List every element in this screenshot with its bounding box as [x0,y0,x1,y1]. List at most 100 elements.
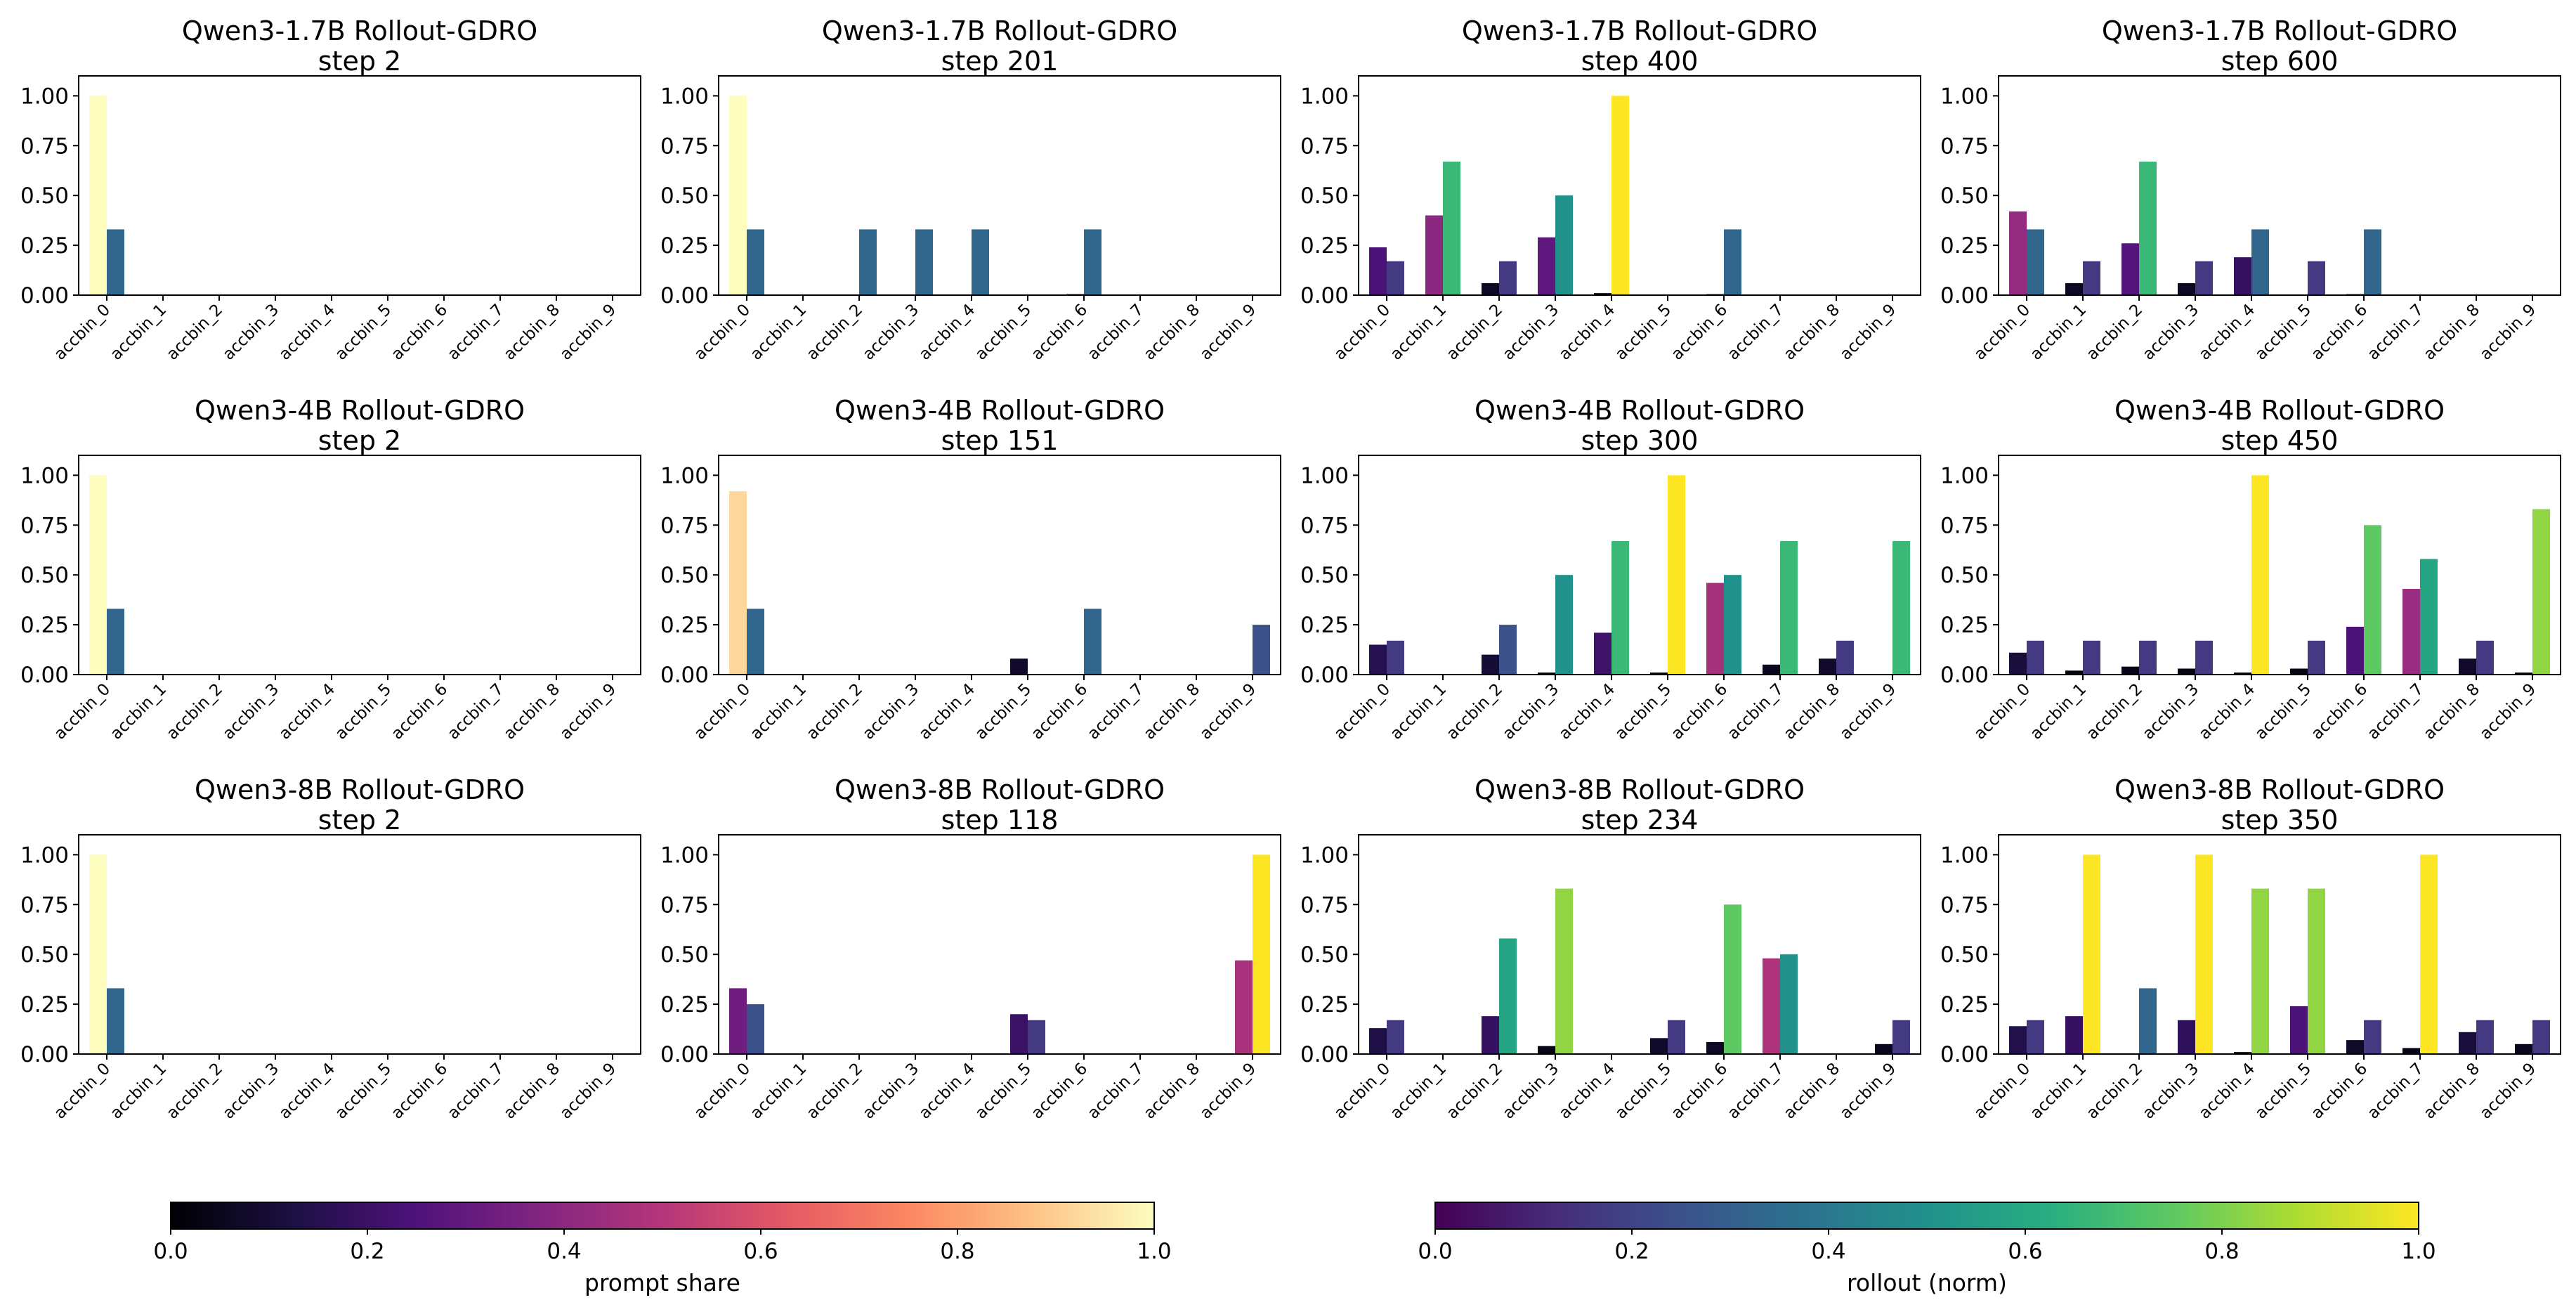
y-tick-label: 0.25 [1300,992,1349,1017]
bar-prompt-share-accbin_6 [1706,583,1724,675]
x-tick-label: accbin_3 [2139,680,2202,743]
bar-rollout-accbin_7 [2420,559,2438,675]
x-tick-label: accbin_1 [107,1060,170,1123]
y-tick-label: 0.25 [1940,613,1989,638]
x-tick-label: accbin_7 [2364,680,2427,743]
y-tick-label: 0.50 [20,183,69,209]
x-tick-label: accbin_3 [2139,301,2202,364]
bar-prompt-share-accbin_8 [2459,658,2476,675]
bar-prompt-share-accbin_0 [89,854,107,1054]
subplot-step: step 151 [941,425,1059,456]
x-tick-label: accbin_6 [1668,301,1731,364]
bar-rollout-accbin_0 [107,988,124,1054]
x-tick-label: accbin_8 [1780,301,1843,364]
bar-rollout-accbin_4 [1611,540,1629,675]
bar-prompt-share-accbin_3 [2178,1020,2195,1054]
x-tick-label: accbin_6 [2308,1060,2371,1123]
x-tick-label: accbin_7 [1084,680,1147,743]
axes-frame [1998,75,2561,296]
x-tick-label: accbin_3 [1499,301,1562,364]
subplot-step: step 350 [2221,805,2339,835]
axes-frame [718,834,1281,1055]
bar-prompt-share-accbin_0 [1369,247,1387,295]
colorbar-tick-label: 0.0 [153,1239,188,1264]
bar-rollout-accbin_0 [107,609,124,675]
x-tick-label: accbin_7 [2364,301,2427,364]
x-tick-label: accbin_3 [1499,1060,1562,1123]
bar-rollout-accbin_5 [2308,888,2325,1054]
y-tick-label: 0.75 [20,513,69,538]
axes-frame [78,834,641,1055]
y-tick-label: 1.00 [1940,84,1989,109]
x-tick-label: accbin_4 [275,301,339,364]
axes-frame [718,75,1281,296]
subplot-title: Qwen3-1.7B Rollout-GDRO [1462,15,1817,46]
bar-prompt-share-accbin_0 [89,96,107,295]
x-tick-label: accbin_4 [2195,680,2258,743]
bar-prompt-share-accbin_3 [2178,282,2195,295]
x-tick-label: accbin_6 [388,680,451,743]
x-tick-label: accbin_7 [2364,1060,2427,1123]
x-tick-label: accbin_2 [803,680,866,743]
subplot-title: Qwen3-4B Rollout-GDRO [195,395,525,426]
subplot-step: step 600 [2221,46,2339,77]
x-tick-label: accbin_5 [1611,1060,1675,1123]
x-tick-label: accbin_5 [1611,680,1675,743]
x-tick-label: accbin_2 [163,1060,226,1123]
y-tick-label: 0.50 [20,563,69,588]
x-tick-label: accbin_4 [275,1060,339,1123]
x-tick-label: accbin_1 [747,301,810,364]
x-tick-label: accbin_0 [1970,301,2034,364]
x-tick-label: accbin_8 [2420,680,2483,743]
x-tick-label: accbin_0 [51,1060,114,1123]
x-tick-label: accbin_9 [556,680,620,743]
bar-rollout-accbin_4 [2251,475,2269,675]
bar-prompt-share-accbin_2 [1482,654,1499,675]
x-tick-label: accbin_6 [2308,301,2371,364]
colorbar-tick-label: 0.4 [1811,1239,1845,1264]
bar-rollout-accbin_9 [1253,854,1270,1054]
colorbar-gradient [1434,1202,2419,1230]
x-tick-label: accbin_7 [444,301,507,364]
bar-rollout-accbin_9 [1892,540,1910,675]
y-tick-label: 0.50 [1940,183,1989,209]
x-tick-label: accbin_9 [1836,1060,1900,1123]
y-tick-label: 1.00 [20,84,69,109]
bar-rollout-accbin_8 [2476,1020,2494,1054]
x-tick-label: accbin_4 [915,301,979,364]
x-tick-label: accbin_9 [1836,680,1900,743]
y-tick-label: 0.25 [1300,233,1349,259]
y-tick-label: 0.50 [1940,942,1989,968]
bar-prompt-share-accbin_4 [2234,1052,2251,1054]
x-tick-label: accbin_2 [163,301,226,364]
x-tick-label: accbin_2 [2083,1060,2146,1123]
x-tick-label: accbin_9 [2476,301,2539,364]
bar-rollout-accbin_3 [2195,854,2213,1054]
colorbar-tick-label: 1.0 [2401,1239,2436,1264]
bar-prompt-share-accbin_1 [2065,282,2083,295]
x-tick-label: accbin_3 [859,301,922,364]
bar-rollout-accbin_7 [1780,954,1798,1054]
y-tick-label: 0.00 [1940,1042,1989,1067]
subplot-title: Qwen3-1.7B Rollout-GDRO [2102,15,2457,46]
bar-prompt-share-accbin_6 [2346,626,2364,675]
bar-rollout-accbin_3 [2195,261,2213,295]
bar-prompt-share-accbin_0 [2009,211,2027,295]
x-tick-label: accbin_1 [1387,1060,1450,1123]
bar-prompt-share-accbin_8 [1819,658,1836,675]
bar-prompt-share-accbin_0 [1369,644,1387,675]
x-tick-label: accbin_7 [1084,301,1147,364]
axes-frame [1358,834,1921,1055]
bar-rollout-accbin_1 [1443,161,1460,295]
y-tick-label: 0.25 [20,992,69,1017]
y-tick-label: 0.50 [660,563,709,588]
x-tick-label: accbin_6 [1028,680,1091,743]
x-tick-label: accbin_2 [1443,1060,1506,1123]
subplot-step: step 2 [318,46,401,77]
x-tick-label: accbin_0 [1331,1060,1394,1123]
